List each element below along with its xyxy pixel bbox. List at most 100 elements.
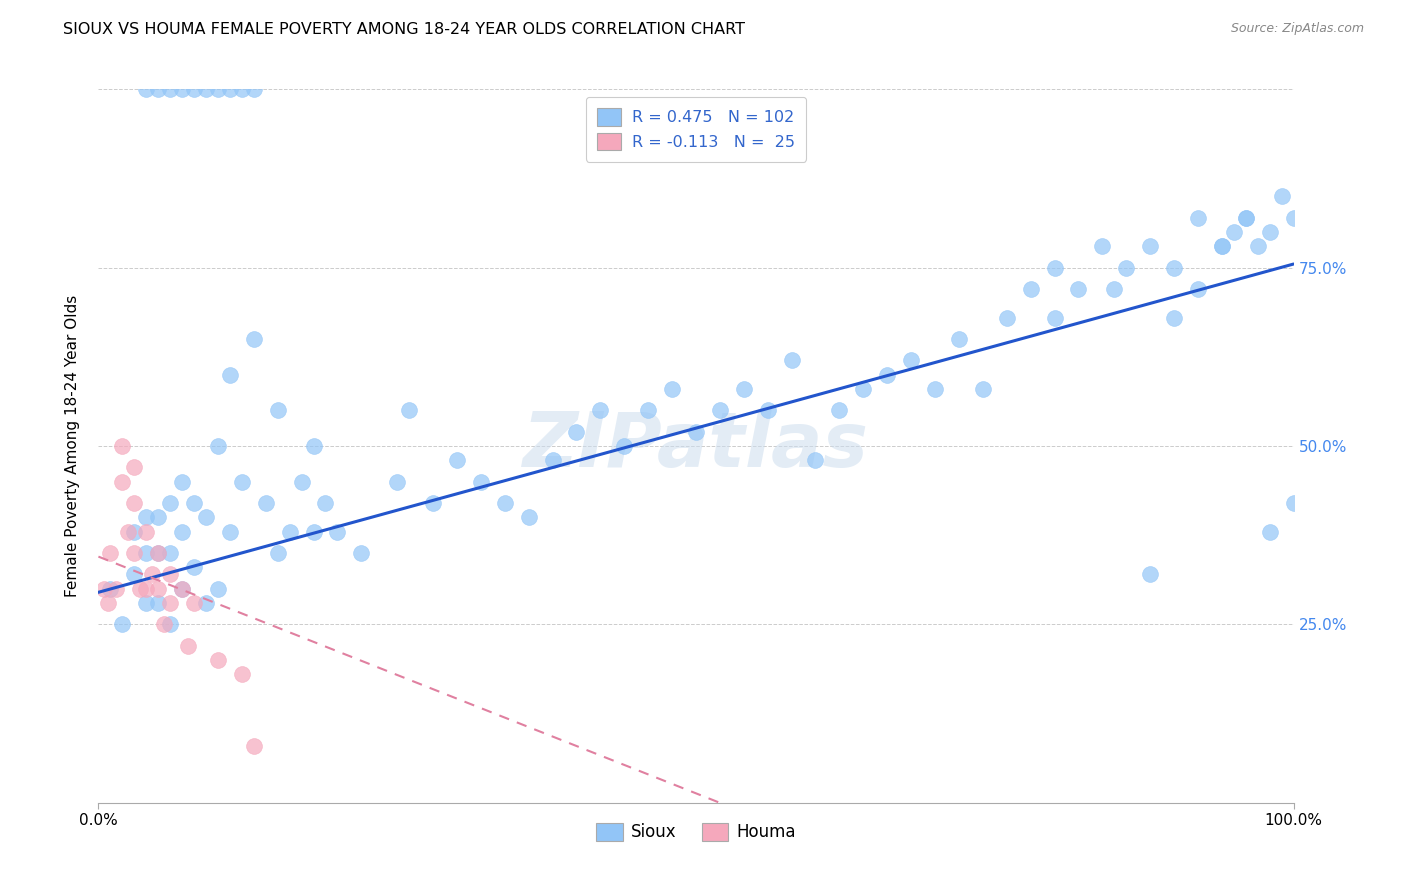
Point xyxy=(207,653,229,667)
Point xyxy=(195,596,218,610)
Point xyxy=(924,382,946,396)
Point xyxy=(900,353,922,368)
Point xyxy=(422,496,444,510)
Text: ZIPatlas: ZIPatlas xyxy=(523,409,869,483)
Point xyxy=(1139,567,1161,582)
Point xyxy=(148,510,170,524)
Point xyxy=(97,596,120,610)
Point xyxy=(153,617,176,632)
Point xyxy=(1247,239,1270,253)
Point xyxy=(124,524,146,539)
Point xyxy=(135,596,157,610)
Point xyxy=(207,439,229,453)
Point xyxy=(1067,282,1090,296)
Point xyxy=(828,403,851,417)
Point xyxy=(159,82,181,96)
Point xyxy=(267,546,290,560)
Point xyxy=(124,496,146,510)
Point xyxy=(148,82,170,96)
Point xyxy=(541,453,564,467)
Point xyxy=(948,332,970,346)
Point xyxy=(98,582,122,596)
Point xyxy=(1282,211,1305,225)
Point xyxy=(243,739,266,753)
Point xyxy=(159,546,181,560)
Point xyxy=(315,496,337,510)
Point xyxy=(1258,225,1281,239)
Point xyxy=(172,475,194,489)
Point xyxy=(124,567,146,582)
Point xyxy=(135,524,157,539)
Point xyxy=(195,510,218,524)
Point xyxy=(470,475,492,489)
Point xyxy=(780,353,803,368)
Point xyxy=(1115,260,1137,275)
Point xyxy=(1211,239,1233,253)
Point xyxy=(177,639,200,653)
Point xyxy=(1271,189,1294,203)
Point xyxy=(148,596,170,610)
Point xyxy=(1163,310,1185,325)
Point xyxy=(350,546,373,560)
Point xyxy=(661,382,683,396)
Point xyxy=(326,524,349,539)
Point xyxy=(172,582,194,596)
Point xyxy=(1187,211,1209,225)
Point xyxy=(159,617,181,632)
Point xyxy=(385,475,409,489)
Point xyxy=(1043,310,1066,325)
Point xyxy=(141,567,163,582)
Point xyxy=(1234,211,1257,225)
Text: Source: ZipAtlas.com: Source: ZipAtlas.com xyxy=(1230,22,1364,36)
Point xyxy=(302,439,325,453)
Point xyxy=(98,546,122,560)
Point xyxy=(207,82,229,96)
Point xyxy=(159,596,181,610)
Point xyxy=(685,425,707,439)
Point xyxy=(1234,211,1257,225)
Point xyxy=(111,439,134,453)
Point xyxy=(148,582,170,596)
Point xyxy=(124,546,146,560)
Point xyxy=(1258,524,1281,539)
Point xyxy=(219,524,242,539)
Point xyxy=(565,425,588,439)
Point xyxy=(124,460,146,475)
Point xyxy=(135,546,157,560)
Point xyxy=(254,496,277,510)
Point xyxy=(93,582,115,596)
Point xyxy=(1104,282,1126,296)
Point xyxy=(243,332,266,346)
Point xyxy=(446,453,468,467)
Point xyxy=(111,617,134,632)
Point xyxy=(995,310,1018,325)
Point xyxy=(278,524,301,539)
Point xyxy=(267,403,290,417)
Point xyxy=(398,403,420,417)
Point xyxy=(1019,282,1042,296)
Point xyxy=(135,82,157,96)
Point xyxy=(135,510,157,524)
Point xyxy=(637,403,659,417)
Point xyxy=(172,524,194,539)
Point xyxy=(804,453,827,467)
Point xyxy=(291,475,314,489)
Point xyxy=(172,582,194,596)
Point xyxy=(129,582,152,596)
Point xyxy=(231,82,253,96)
Point xyxy=(1091,239,1114,253)
Point xyxy=(159,496,181,510)
Legend: Sioux, Houma: Sioux, Houma xyxy=(589,816,803,848)
Point xyxy=(852,382,875,396)
Point xyxy=(494,496,516,510)
Point xyxy=(876,368,898,382)
Point xyxy=(148,546,170,560)
Point xyxy=(756,403,779,417)
Point xyxy=(1043,260,1066,275)
Point xyxy=(1163,260,1185,275)
Point xyxy=(231,475,253,489)
Text: SIOUX VS HOUMA FEMALE POVERTY AMONG 18-24 YEAR OLDS CORRELATION CHART: SIOUX VS HOUMA FEMALE POVERTY AMONG 18-2… xyxy=(63,22,745,37)
Point xyxy=(117,524,139,539)
Point xyxy=(231,667,253,681)
Point xyxy=(172,82,194,96)
